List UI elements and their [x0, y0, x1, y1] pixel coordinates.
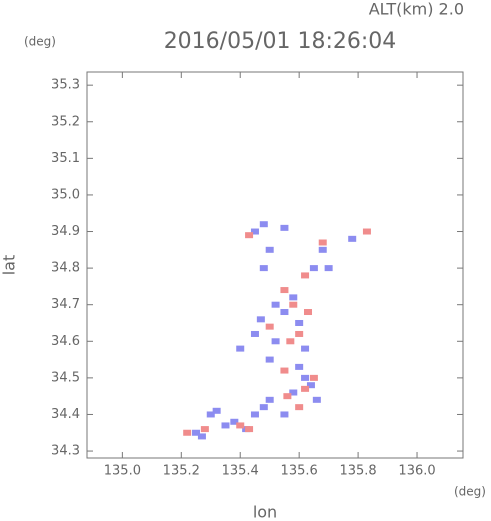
data-cell: [245, 232, 254, 239]
data-cell: [301, 385, 310, 392]
y-tick-label: 34.6: [51, 334, 80, 349]
x-tick-label: 136.0: [398, 464, 435, 479]
x-tick-label: 135.0: [104, 464, 141, 479]
data-cell: [259, 404, 268, 411]
data-cell: [250, 228, 259, 235]
y-tick-label: 34.9: [51, 224, 80, 239]
x-axis-label: lon: [253, 503, 277, 521]
x-tick-label: 135.4: [222, 464, 259, 479]
data-cell: [236, 345, 245, 352]
data-cell: [318, 246, 327, 253]
data-cell: [280, 287, 289, 294]
data-cell: [221, 422, 230, 429]
data-cell: [250, 411, 259, 418]
y-tick-label: 34.5: [51, 370, 80, 385]
data-cell: [304, 309, 313, 316]
y-tick-label: 35.3: [51, 78, 80, 93]
data-cell: [265, 323, 274, 330]
data-cell: [245, 426, 254, 433]
x-tick-label: 135.2: [163, 464, 200, 479]
x-tick-label: 135.8: [339, 464, 376, 479]
data-cell: [271, 301, 280, 308]
y-tick-label: 34.3: [51, 444, 80, 459]
y-tick-label: 34.4: [51, 407, 80, 422]
y-unit: (deg): [24, 35, 56, 49]
y-tick-label: 34.8: [51, 261, 80, 276]
x-unit: (deg): [454, 485, 486, 499]
data-cell: [301, 272, 310, 279]
data-cell: [309, 374, 318, 381]
data-cell: [271, 338, 280, 345]
subtitle: ALT(km) 2.0: [369, 0, 464, 19]
data-cell: [348, 235, 357, 242]
data-cell: [256, 316, 265, 323]
data-cell: [183, 429, 192, 436]
data-cell: [265, 396, 274, 403]
data-cell: [283, 393, 292, 400]
data-cell: [230, 418, 239, 425]
data-cell: [318, 239, 327, 246]
data-cell: [265, 246, 274, 253]
chart-title: 2016/05/01 18:26:04: [164, 29, 397, 54]
data-cell: [301, 345, 310, 352]
data-cell: [259, 265, 268, 272]
data-cell: [309, 265, 318, 272]
data-cell: [192, 429, 201, 436]
data-cell: [212, 407, 221, 414]
data-cell: [206, 411, 215, 418]
data-cell: [295, 330, 304, 337]
plot-frame: [86, 71, 464, 459]
data-cell: [280, 411, 289, 418]
y-tick-label: 35.0: [51, 187, 80, 202]
data-cell: [289, 301, 298, 308]
data-cell: [324, 265, 333, 272]
data-cell: [265, 356, 274, 363]
x-tick-label: 135.6: [281, 464, 318, 479]
data-cell: [306, 382, 315, 389]
data-cell: [289, 389, 298, 396]
data-cell: [295, 319, 304, 326]
data-cell: [200, 426, 209, 433]
data-cell: [286, 338, 295, 345]
data-cell: [250, 330, 259, 337]
y-tick-label: 35.2: [51, 114, 80, 129]
data-cell: [280, 224, 289, 231]
data-cell: [295, 404, 304, 411]
y-tick-label: 35.1: [51, 151, 80, 166]
data-cell: [280, 309, 289, 316]
y-tick-label: 34.7: [51, 297, 80, 312]
data-cell: [259, 221, 268, 228]
data-cell: [301, 374, 310, 381]
data-cell: [362, 228, 371, 235]
data-cell: [280, 367, 289, 374]
data-cell: [236, 422, 245, 429]
data-cell: [312, 396, 321, 403]
data-cell: [197, 433, 206, 440]
y-axis-label: lat: [0, 255, 19, 276]
data-cell: [289, 294, 298, 301]
data-cell: [295, 363, 304, 370]
